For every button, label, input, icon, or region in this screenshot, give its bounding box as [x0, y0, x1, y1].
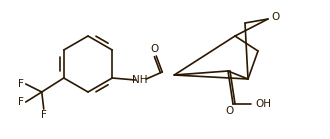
Text: F: F: [18, 97, 24, 107]
Text: NH: NH: [133, 75, 148, 85]
Text: OH: OH: [255, 99, 271, 109]
Text: F: F: [41, 110, 47, 120]
Text: O: O: [271, 12, 279, 22]
Text: F: F: [18, 79, 24, 89]
Text: O: O: [150, 44, 158, 54]
Text: O: O: [225, 106, 233, 116]
